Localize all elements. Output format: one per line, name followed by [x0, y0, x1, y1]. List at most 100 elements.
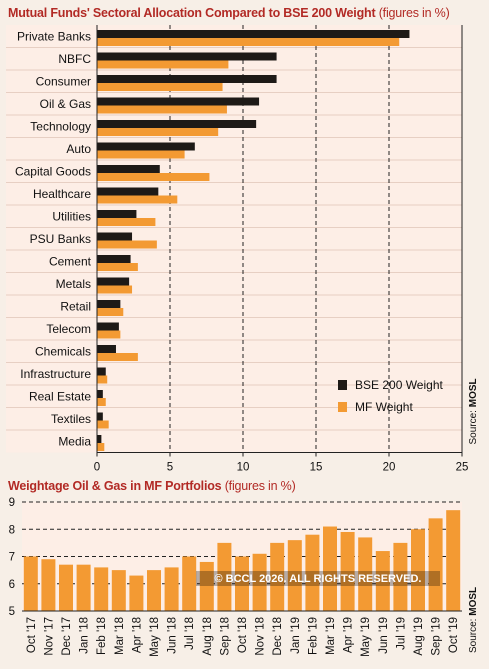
bar-bse-metals — [97, 277, 130, 286]
bar-may-18 — [147, 570, 161, 611]
bar-apr-19 — [340, 531, 355, 611]
y-tick-label: 8 — [9, 524, 15, 536]
bar-bse-textiles — [97, 412, 103, 421]
bar-aug-19 — [411, 529, 425, 611]
bar-mf-private-banks — [97, 38, 400, 46]
chart1-title-sub: (figures in %) — [378, 6, 450, 20]
bar-apr-18 — [129, 575, 144, 611]
source-label: Source: — [468, 616, 479, 653]
bar-bse-telecom — [97, 322, 119, 331]
legend-swatch-bse — [338, 380, 347, 390]
bar-bse-cement — [97, 255, 131, 263]
category-label-media: Media — [58, 434, 91, 448]
bar-jun-18 — [164, 567, 179, 611]
bar-bse-media — [97, 435, 102, 443]
source-brand: MOSL — [468, 587, 479, 616]
bar-bse-private-banks — [97, 30, 410, 38]
x-tick-label-oct-19: Oct '19 — [448, 617, 460, 653]
bar-sep-19 — [428, 518, 443, 611]
bar-bse-auto — [97, 142, 195, 151]
bar-mf-utilities — [97, 218, 156, 226]
x-tick-label-jun-19: Jun '19 — [378, 617, 390, 654]
bar-mf-healthcare — [97, 195, 178, 204]
chart2-title-sub: (figures in %) — [224, 479, 296, 493]
category-label-psu-banks: PSU Banks — [30, 232, 91, 246]
bar-mf-psu-banks — [97, 240, 157, 249]
bar-nov-17 — [41, 559, 56, 611]
bar-bse-retail — [97, 300, 121, 308]
bar-bse-psu-banks — [97, 232, 133, 241]
bar-dec-18 — [270, 542, 285, 611]
x-tick-label-nov-18: Nov '18 — [255, 617, 267, 656]
category-label-chemicals: Chemicals — [35, 344, 91, 358]
bar-mf-textiles — [97, 420, 109, 429]
bar-oct-18 — [235, 556, 249, 611]
legend-swatch-mf — [338, 402, 347, 412]
x-tick-label: 15 — [310, 462, 323, 474]
category-label-private-banks: Private Banks — [17, 29, 91, 43]
x-tick-label-aug-19: Aug '19 — [413, 617, 425, 656]
x-tick-label-oct-18: Oct '18 — [237, 617, 249, 653]
x-tick-label: 0 — [94, 462, 100, 474]
y-tick-label: 6 — [9, 579, 15, 591]
category-label-textiles: Textiles — [51, 412, 91, 426]
bar-bse-infrastructure — [97, 367, 106, 376]
category-label-real-estate: Real Estate — [29, 389, 91, 403]
bar-bse-capital-goods — [97, 165, 160, 173]
category-label-consumer: Consumer — [36, 74, 91, 88]
bar-mf-retail — [97, 308, 124, 316]
bar-mf-metals — [97, 285, 133, 294]
bar-bse-technology — [97, 120, 257, 128]
bar-mf-real-estate — [97, 398, 106, 406]
category-label-healthcare: Healthcare — [33, 187, 91, 201]
bar-mf-nbfc — [97, 60, 229, 69]
x-tick-label-dec-17: Dec '17 — [61, 617, 73, 656]
bar-mar-19 — [323, 526, 337, 611]
watermark-box — [196, 571, 440, 586]
category-label-oil-gas: Oil & Gas — [40, 97, 91, 111]
bar-mf-oil-gas — [97, 105, 227, 114]
x-tick-label-apr-19: Apr '19 — [343, 617, 355, 653]
bar-jul-19 — [393, 542, 408, 611]
bar-feb-18 — [94, 567, 109, 611]
chart2-title: Weightage Oil & Gas in MF Portfolios (fi… — [8, 479, 296, 493]
x-tick-label-mar-18: Mar '18 — [114, 617, 126, 655]
bar-bse-nbfc — [97, 52, 277, 61]
category-label-nbfc: NBFC — [58, 52, 91, 66]
bar-bse-healthcare — [97, 187, 159, 196]
watermark-text: © BCCL 2026. ALL RIGHTS RESERVED. — [215, 573, 422, 585]
bar-mf-infrastructure — [97, 375, 108, 384]
bar-mf-media — [97, 443, 105, 451]
category-label-auto: Auto — [66, 142, 91, 156]
plot-panel — [6, 25, 462, 453]
source-note-2: Source: MOSL — [468, 587, 479, 653]
bar-aug-18 — [199, 561, 214, 611]
source-brand: MOSL — [468, 378, 479, 407]
x-tick-label-jun-18: Jun '18 — [167, 617, 179, 654]
bar-bse-real-estate — [97, 390, 103, 398]
x-tick-label-dec-18: Dec '18 — [272, 617, 284, 656]
x-tick-label-may-18: May '18 — [149, 617, 161, 657]
x-tick-label-mar-19: Mar '19 — [325, 617, 337, 655]
x-tick-label-jan-18: Jan '18 — [79, 617, 91, 654]
bar-jun-19 — [375, 551, 390, 611]
legend-label-bse: BSE 200 Weight — [355, 378, 443, 392]
x-tick-label-apr-18: Apr '18 — [131, 617, 143, 653]
bar-mf-chemicals — [97, 353, 138, 361]
bar-bse-chemicals — [97, 345, 116, 353]
x-tick-label-jul-18: Jul '18 — [184, 617, 196, 650]
x-tick-label-jan-19: Jan '19 — [290, 617, 302, 654]
bar-bse-consumer — [97, 75, 277, 83]
bar-jan-19 — [287, 540, 302, 611]
category-label-technology: Technology — [30, 119, 91, 133]
category-label-cement: Cement — [49, 254, 92, 268]
x-tick-label-sep-19: Sep '19 — [431, 617, 443, 656]
category-label-capital-goods: Capital Goods — [15, 164, 91, 178]
bar-jan-18 — [76, 564, 91, 611]
category-label-retail: Retail — [60, 299, 91, 313]
bar-bse-oil-gas — [97, 97, 260, 106]
bar-mf-telecom — [97, 330, 121, 339]
bar-oct-17 — [23, 556, 38, 611]
category-label-infrastructure: Infrastructure — [20, 367, 91, 381]
bar-feb-19 — [305, 534, 320, 611]
